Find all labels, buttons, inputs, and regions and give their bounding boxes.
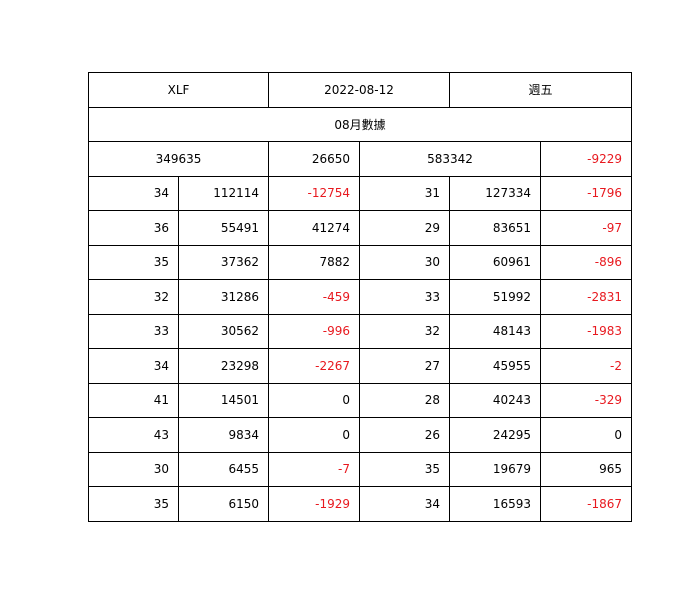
table-row: 33 30562 -996 32 48143 -1983: [88, 313, 633, 349]
right-value-cell: 19679: [449, 451, 541, 487]
summary-row: 349635 26650 583342 -9229: [88, 141, 633, 177]
right-number-cell: 27: [359, 348, 450, 384]
left-number-cell: 34: [88, 175, 179, 211]
right-change-cell: -2831: [539, 279, 633, 315]
left-number-cell: 30: [88, 451, 179, 487]
header-row: XLF 2022-08-12 週五: [88, 72, 633, 108]
left-change-cell: -996: [268, 313, 360, 349]
left-value-cell: 55491: [178, 210, 269, 246]
left-number-cell: 43: [88, 417, 179, 453]
left-value-cell: 23298: [178, 348, 269, 384]
left-change-cell: -2267: [268, 348, 360, 384]
weekday-cell: 週五: [448, 72, 633, 108]
right-number-cell: 35: [359, 451, 450, 487]
right-value-cell: 16593: [449, 486, 541, 522]
table-row: 35 6150 -1929 34 16593 -1867: [88, 486, 633, 522]
left-value-cell: 6150: [178, 486, 269, 522]
right-value-cell: 45955: [449, 348, 541, 384]
table-row: 36 55491 41274 29 83651 -97: [88, 210, 633, 246]
right-change-cell: -1867: [539, 486, 633, 522]
left-change-cell: 0: [268, 382, 360, 418]
right-change-cell: -97: [539, 210, 633, 246]
date-cell: 2022-08-12: [268, 72, 450, 108]
left-number-cell: 33: [88, 313, 179, 349]
left-change-cell: 7882: [268, 244, 360, 280]
subtitle-cell: 08月數據: [87, 106, 633, 142]
left-number-cell: 35: [88, 486, 179, 522]
left-number-cell: 36: [88, 210, 179, 246]
right-value-cell: 51992: [449, 279, 541, 315]
left-value-cell: 14501: [178, 382, 269, 418]
right-value-cell: 127334: [449, 175, 541, 211]
left-value-cell: 31286: [178, 279, 269, 315]
right-change-cell: 965: [539, 451, 633, 487]
left-number-cell: 35: [88, 244, 179, 280]
left-value-cell: 30562: [178, 313, 269, 349]
left-number-cell: 32: [88, 279, 179, 315]
left-value-cell: 112114: [178, 175, 269, 211]
table-row: 34 112114 -12754 31 127334 -1796: [88, 175, 633, 211]
table-row: 32 31286 -459 33 51992 -2831: [88, 279, 633, 315]
table-row: 30 6455 -7 35 19679 965: [88, 451, 633, 487]
right-change-cell: -1796: [539, 175, 633, 211]
left-change-cell: -12754: [268, 175, 360, 211]
right-change-cell: 0: [539, 417, 633, 453]
left-value-cell: 9834: [178, 417, 269, 453]
left-value-cell: 37362: [178, 244, 269, 280]
right-change-cell: -1983: [539, 313, 633, 349]
summary-change-right: -9229: [539, 141, 633, 177]
right-number-cell: 32: [359, 313, 450, 349]
left-change-cell: -1929: [268, 486, 360, 522]
left-number-cell: 34: [88, 348, 179, 384]
right-number-cell: 33: [359, 279, 450, 315]
right-number-cell: 31: [359, 175, 450, 211]
ticker-cell: XLF: [88, 72, 269, 108]
right-value-cell: 40243: [449, 382, 541, 418]
right-number-cell: 29: [359, 210, 450, 246]
right-change-cell: -2: [539, 348, 633, 384]
right-change-cell: -329: [539, 382, 633, 418]
subtitle-row: 08月數據: [87, 106, 633, 142]
right-number-cell: 34: [359, 486, 450, 522]
summary-total-right: 583342: [359, 141, 541, 177]
left-change-cell: -459: [268, 279, 360, 315]
summary-change-left: 26650: [268, 141, 360, 177]
left-change-cell: 0: [268, 417, 360, 453]
right-value-cell: 48143: [449, 313, 541, 349]
left-change-cell: -7: [268, 451, 360, 487]
summary-total-left: 349635: [88, 141, 269, 177]
right-number-cell: 26: [359, 417, 450, 453]
right-change-cell: -896: [539, 244, 633, 280]
table-row: 35 37362 7882 30 60961 -896: [88, 244, 633, 280]
table-row: 41 14501 0 28 40243 -329: [88, 382, 633, 418]
right-value-cell: 83651: [449, 210, 541, 246]
right-value-cell: 60961: [449, 244, 541, 280]
right-number-cell: 28: [359, 382, 450, 418]
left-change-cell: 41274: [268, 210, 360, 246]
left-value-cell: 6455: [178, 451, 269, 487]
table-row: 34 23298 -2267 27 45955 -2: [88, 348, 633, 384]
left-number-cell: 41: [88, 382, 179, 418]
data-table: XLF 2022-08-12 週五 08月數據 349635 26650 583…: [87, 72, 633, 522]
right-value-cell: 24295: [449, 417, 541, 453]
right-number-cell: 30: [359, 244, 450, 280]
table-row: 43 9834 0 26 24295 0: [88, 417, 633, 453]
